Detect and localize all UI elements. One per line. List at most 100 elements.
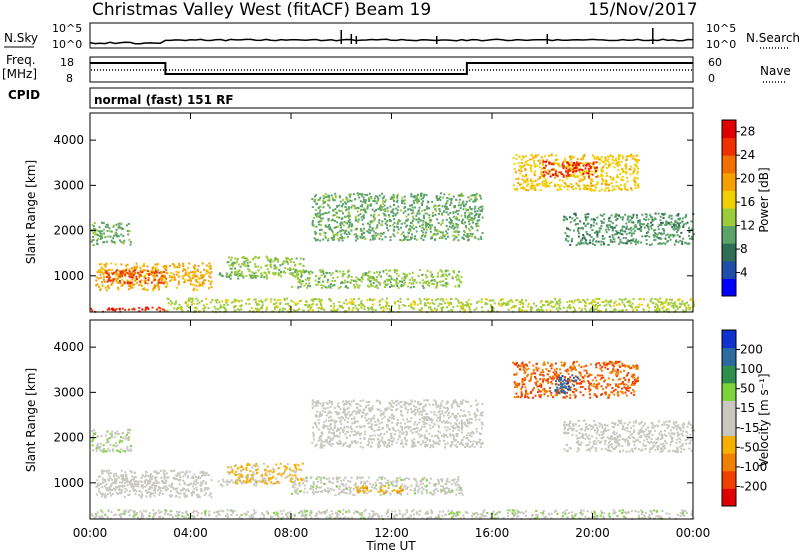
range-cell [527,164,530,166]
range-cell [101,236,104,239]
range-cell [161,308,164,311]
range-cell [151,477,153,480]
range-cell [629,173,632,176]
range-cell [654,298,657,300]
range-cell [600,159,603,162]
range-cell [275,267,278,270]
range-cell [103,485,106,488]
range-cell [448,193,451,196]
range-cell [661,233,664,236]
range-cell [409,278,412,281]
range-cell [548,513,550,515]
range-cell [360,302,363,305]
range-cell [462,200,465,203]
range-cell [113,271,116,274]
range-cell [557,309,560,312]
range-cell [404,281,407,284]
range-cell [667,222,670,225]
range-cell [378,194,381,197]
range-cell [173,276,176,279]
range-cell [155,284,158,287]
range-cell [170,485,173,488]
range-cell [364,210,367,213]
range-cell [119,271,122,273]
range-cell [426,517,429,520]
range-cell [685,308,688,311]
range-cell [688,230,691,233]
range-cell [154,263,157,266]
range-cell [224,309,227,312]
range-cell [90,307,93,310]
range-cell [637,240,640,243]
range-cell [443,235,446,238]
range-cell [649,510,652,513]
range-cell [683,303,686,306]
range-cell [573,156,575,159]
range-cell [467,305,470,308]
range-cell [662,228,665,231]
range-cell [664,237,667,240]
range-cell [335,211,338,214]
range-cell [181,309,184,311]
range-cell [418,206,421,209]
range-cell [105,262,108,265]
range-cell [402,231,405,234]
range-cell [445,202,448,205]
range-cell [663,212,666,215]
range-cell [376,195,379,198]
range-cell [178,266,181,269]
range-cell [343,236,346,239]
range-cell [153,512,156,515]
range-cell [101,477,104,480]
range-cell [634,184,637,186]
range-cell [484,301,487,304]
range-cell [374,195,377,198]
range-cell [97,234,100,237]
range-cell [570,161,573,164]
range-cell [193,284,196,286]
range-cell [294,264,296,267]
range-cell [637,219,640,222]
range-cell [659,215,662,218]
range-cell [611,229,614,232]
range-cell [423,194,425,197]
range-cell [245,513,248,516]
range-cell [143,269,146,272]
range-cell [319,217,322,220]
range-cell [449,302,452,305]
range-cell [424,212,427,215]
range-cell [424,513,427,516]
range-cell [124,275,127,278]
range-cell [575,165,578,167]
range-cell [451,510,453,512]
range-cell [367,222,369,225]
range-cell [95,436,98,439]
range-cell [426,299,428,301]
range-cell [293,261,295,264]
range-cell [371,208,374,211]
range-cell [600,511,603,514]
range-cell [447,301,450,304]
range-cell [486,512,489,514]
range-cell [473,216,476,219]
range-cell [339,195,341,198]
range-cell [549,162,552,165]
range-cell [530,170,533,173]
range-cell [609,216,611,219]
range-cell [621,157,624,160]
range-cell [625,159,628,162]
range-cell [323,512,326,515]
range-cell [562,174,565,177]
range-cell [564,157,567,160]
range-cell [311,219,314,222]
range-cell [157,489,160,492]
range-cell [168,264,171,267]
range-cell [313,237,316,240]
range-cell [542,513,545,516]
range-cell [558,306,561,309]
range-cell [308,273,311,275]
range-cell [624,166,627,169]
range-cell [517,169,520,172]
range-cell [320,307,323,310]
range-cell [152,288,155,291]
